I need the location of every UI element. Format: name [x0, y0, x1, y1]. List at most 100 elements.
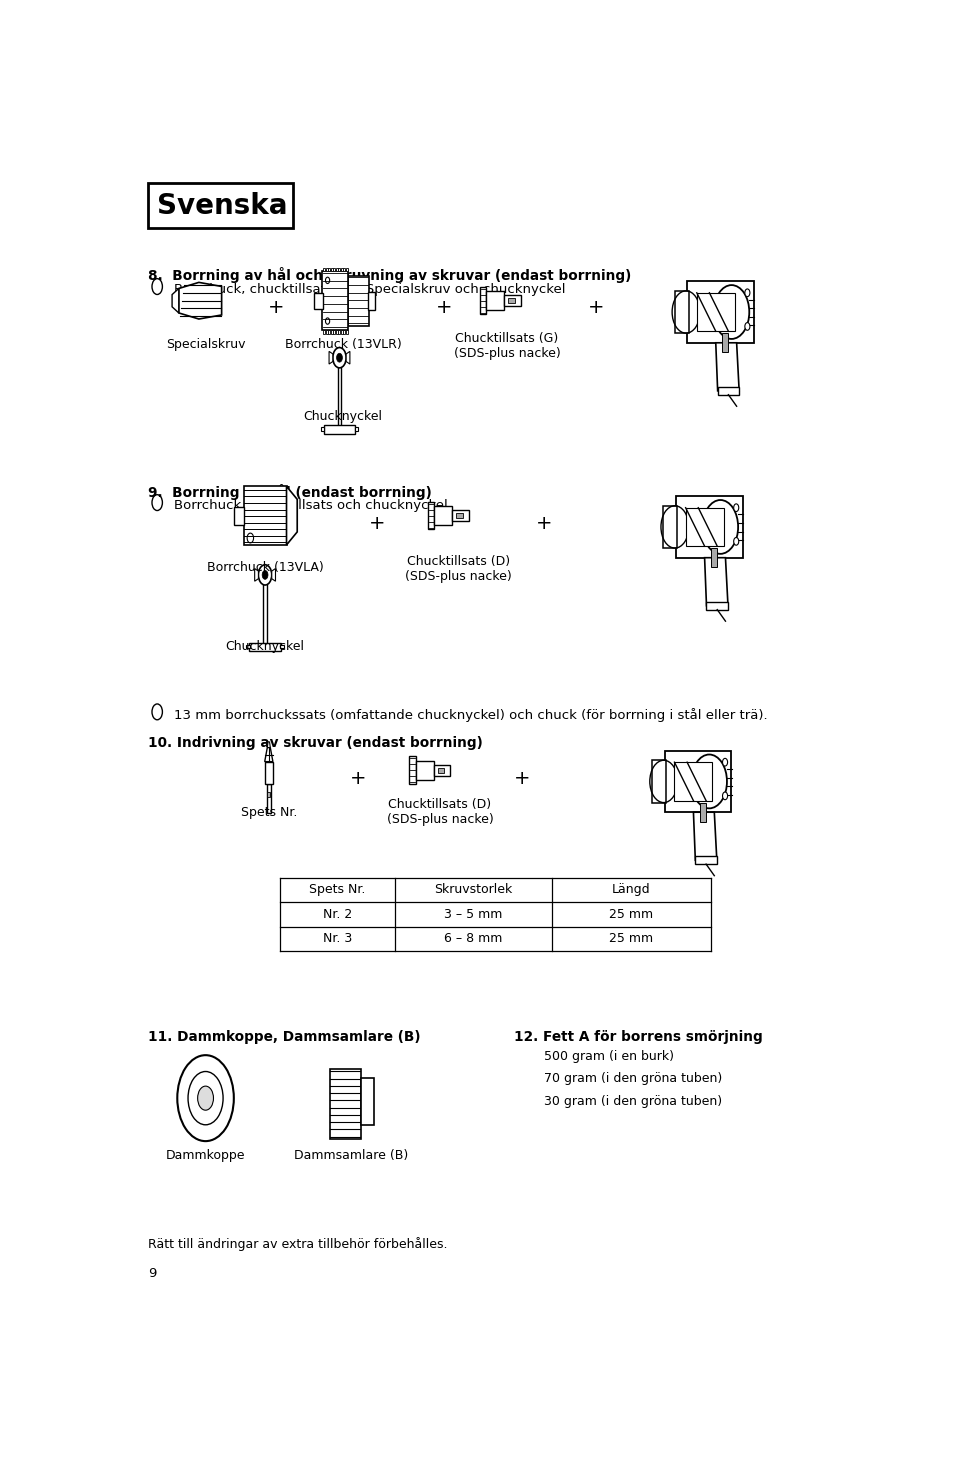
Bar	[280, 645, 284, 648]
Bar	[428, 502, 434, 529]
Bar	[346, 331, 348, 333]
Polygon shape	[286, 486, 298, 545]
Polygon shape	[705, 558, 728, 605]
Text: 11. Dammkoppe, Dammsamlare (B): 11. Dammkoppe, Dammsamlare (B)	[148, 1030, 420, 1044]
Bar	[336, 331, 338, 333]
Text: Spets Nr.: Spets Nr.	[309, 883, 366, 896]
Polygon shape	[172, 288, 179, 313]
Text: Skruvstorlek: Skruvstorlek	[434, 883, 513, 896]
Circle shape	[337, 353, 343, 363]
Polygon shape	[267, 742, 271, 748]
Bar	[324, 267, 325, 272]
Bar	[338, 267, 340, 272]
Polygon shape	[179, 282, 222, 319]
Polygon shape	[716, 342, 739, 391]
Bar	[265, 761, 273, 784]
Bar	[409, 757, 416, 784]
Text: Längd: Längd	[612, 883, 651, 896]
Bar	[368, 292, 375, 310]
Bar	[325, 267, 327, 272]
Text: Spets Nr.: Spets Nr.	[241, 806, 297, 820]
Text: 25 mm: 25 mm	[610, 933, 654, 946]
Text: +: +	[349, 768, 367, 787]
Bar	[263, 579, 267, 645]
Text: 13 mm borrchuckssats (omfattande chucknyckel) och chuck (för borrning i stål ell: 13 mm borrchuckssats (omfattande chuckny…	[174, 708, 767, 721]
Bar	[711, 548, 717, 567]
Text: Chucktillsats (D): Chucktillsats (D)	[407, 555, 510, 569]
Text: 3 – 5 mm: 3 – 5 mm	[444, 908, 503, 921]
Bar	[361, 1078, 373, 1125]
Text: 30 gram (i den gröna tuben): 30 gram (i den gröna tuben)	[544, 1094, 722, 1108]
Text: +: +	[369, 514, 385, 533]
Text: +: +	[588, 298, 605, 317]
Text: Chucktillsats (D): Chucktillsats (D)	[389, 799, 492, 811]
Bar	[480, 286, 487, 314]
Text: 12. Fett A för borrens smörjning: 12. Fett A för borrens smörjning	[515, 1030, 763, 1044]
Bar	[338, 361, 341, 427]
Bar	[267, 784, 271, 812]
Bar	[234, 507, 245, 524]
Circle shape	[333, 348, 347, 367]
Polygon shape	[265, 748, 273, 761]
Circle shape	[178, 1055, 234, 1141]
Bar	[341, 331, 343, 333]
Bar	[416, 761, 434, 780]
Text: +: +	[536, 514, 552, 533]
Bar	[700, 802, 707, 821]
Bar	[338, 331, 340, 333]
Circle shape	[258, 564, 272, 585]
Bar	[676, 497, 742, 558]
Bar	[247, 645, 251, 648]
Polygon shape	[693, 812, 717, 861]
Bar	[452, 510, 468, 521]
Polygon shape	[329, 351, 333, 364]
Text: Borrchuck, chucktillsats (G), Specialskruv och chucknyckel: Borrchuck, chucktillsats (G), Specialskr…	[174, 282, 565, 295]
Bar	[675, 291, 688, 333]
Polygon shape	[254, 569, 258, 582]
Bar	[330, 267, 332, 272]
Bar	[434, 765, 450, 776]
Text: Borrchuck (13VLA): Borrchuck (13VLA)	[206, 561, 324, 574]
Bar	[348, 276, 370, 326]
Text: 25 mm: 25 mm	[610, 908, 654, 921]
Circle shape	[262, 570, 268, 579]
Bar	[718, 386, 739, 395]
Text: (SDS-plus nacke): (SDS-plus nacke)	[405, 570, 512, 583]
Circle shape	[723, 792, 728, 799]
Text: Nr. 3: Nr. 3	[323, 933, 352, 946]
Bar	[675, 762, 712, 801]
Bar	[685, 508, 724, 546]
Bar	[344, 267, 346, 272]
Bar	[330, 331, 332, 333]
Polygon shape	[347, 351, 349, 364]
Text: Borrchuck (13VLR): Borrchuck (13VLR)	[285, 338, 401, 351]
Bar	[333, 267, 335, 272]
Bar	[324, 426, 355, 433]
Bar	[487, 291, 504, 310]
Bar	[341, 267, 343, 272]
Bar	[438, 768, 444, 773]
Text: +: +	[514, 768, 530, 787]
Bar	[346, 267, 348, 272]
Text: (SDS-plus nacke): (SDS-plus nacke)	[387, 814, 493, 826]
Bar	[325, 331, 327, 333]
Bar	[324, 331, 325, 333]
Text: Dammkoppe: Dammkoppe	[166, 1149, 246, 1162]
Circle shape	[745, 323, 750, 331]
Bar	[336, 267, 338, 272]
Text: 8.  Borrning av hål och skruvning av skruvar (endast borrning): 8. Borrning av hål och skruvning av skru…	[148, 267, 632, 282]
Text: +: +	[436, 298, 452, 317]
Bar	[665, 751, 732, 812]
Text: Chucknyckel: Chucknyckel	[226, 640, 304, 654]
Text: Chucknyckel: Chucknyckel	[303, 410, 383, 423]
Circle shape	[733, 538, 739, 545]
Bar	[504, 295, 520, 306]
Text: (SDS-plus nacke): (SDS-plus nacke)	[453, 347, 561, 360]
Text: 10. Indrivning av skruvar (endast borrning): 10. Indrivning av skruvar (endast borrni…	[148, 736, 483, 751]
Bar	[328, 267, 330, 272]
Text: +: +	[268, 298, 284, 317]
Bar	[330, 1069, 361, 1138]
Bar	[456, 513, 463, 519]
Bar	[687, 281, 754, 342]
Text: 500 gram (i en burk): 500 gram (i en burk)	[544, 1049, 674, 1062]
